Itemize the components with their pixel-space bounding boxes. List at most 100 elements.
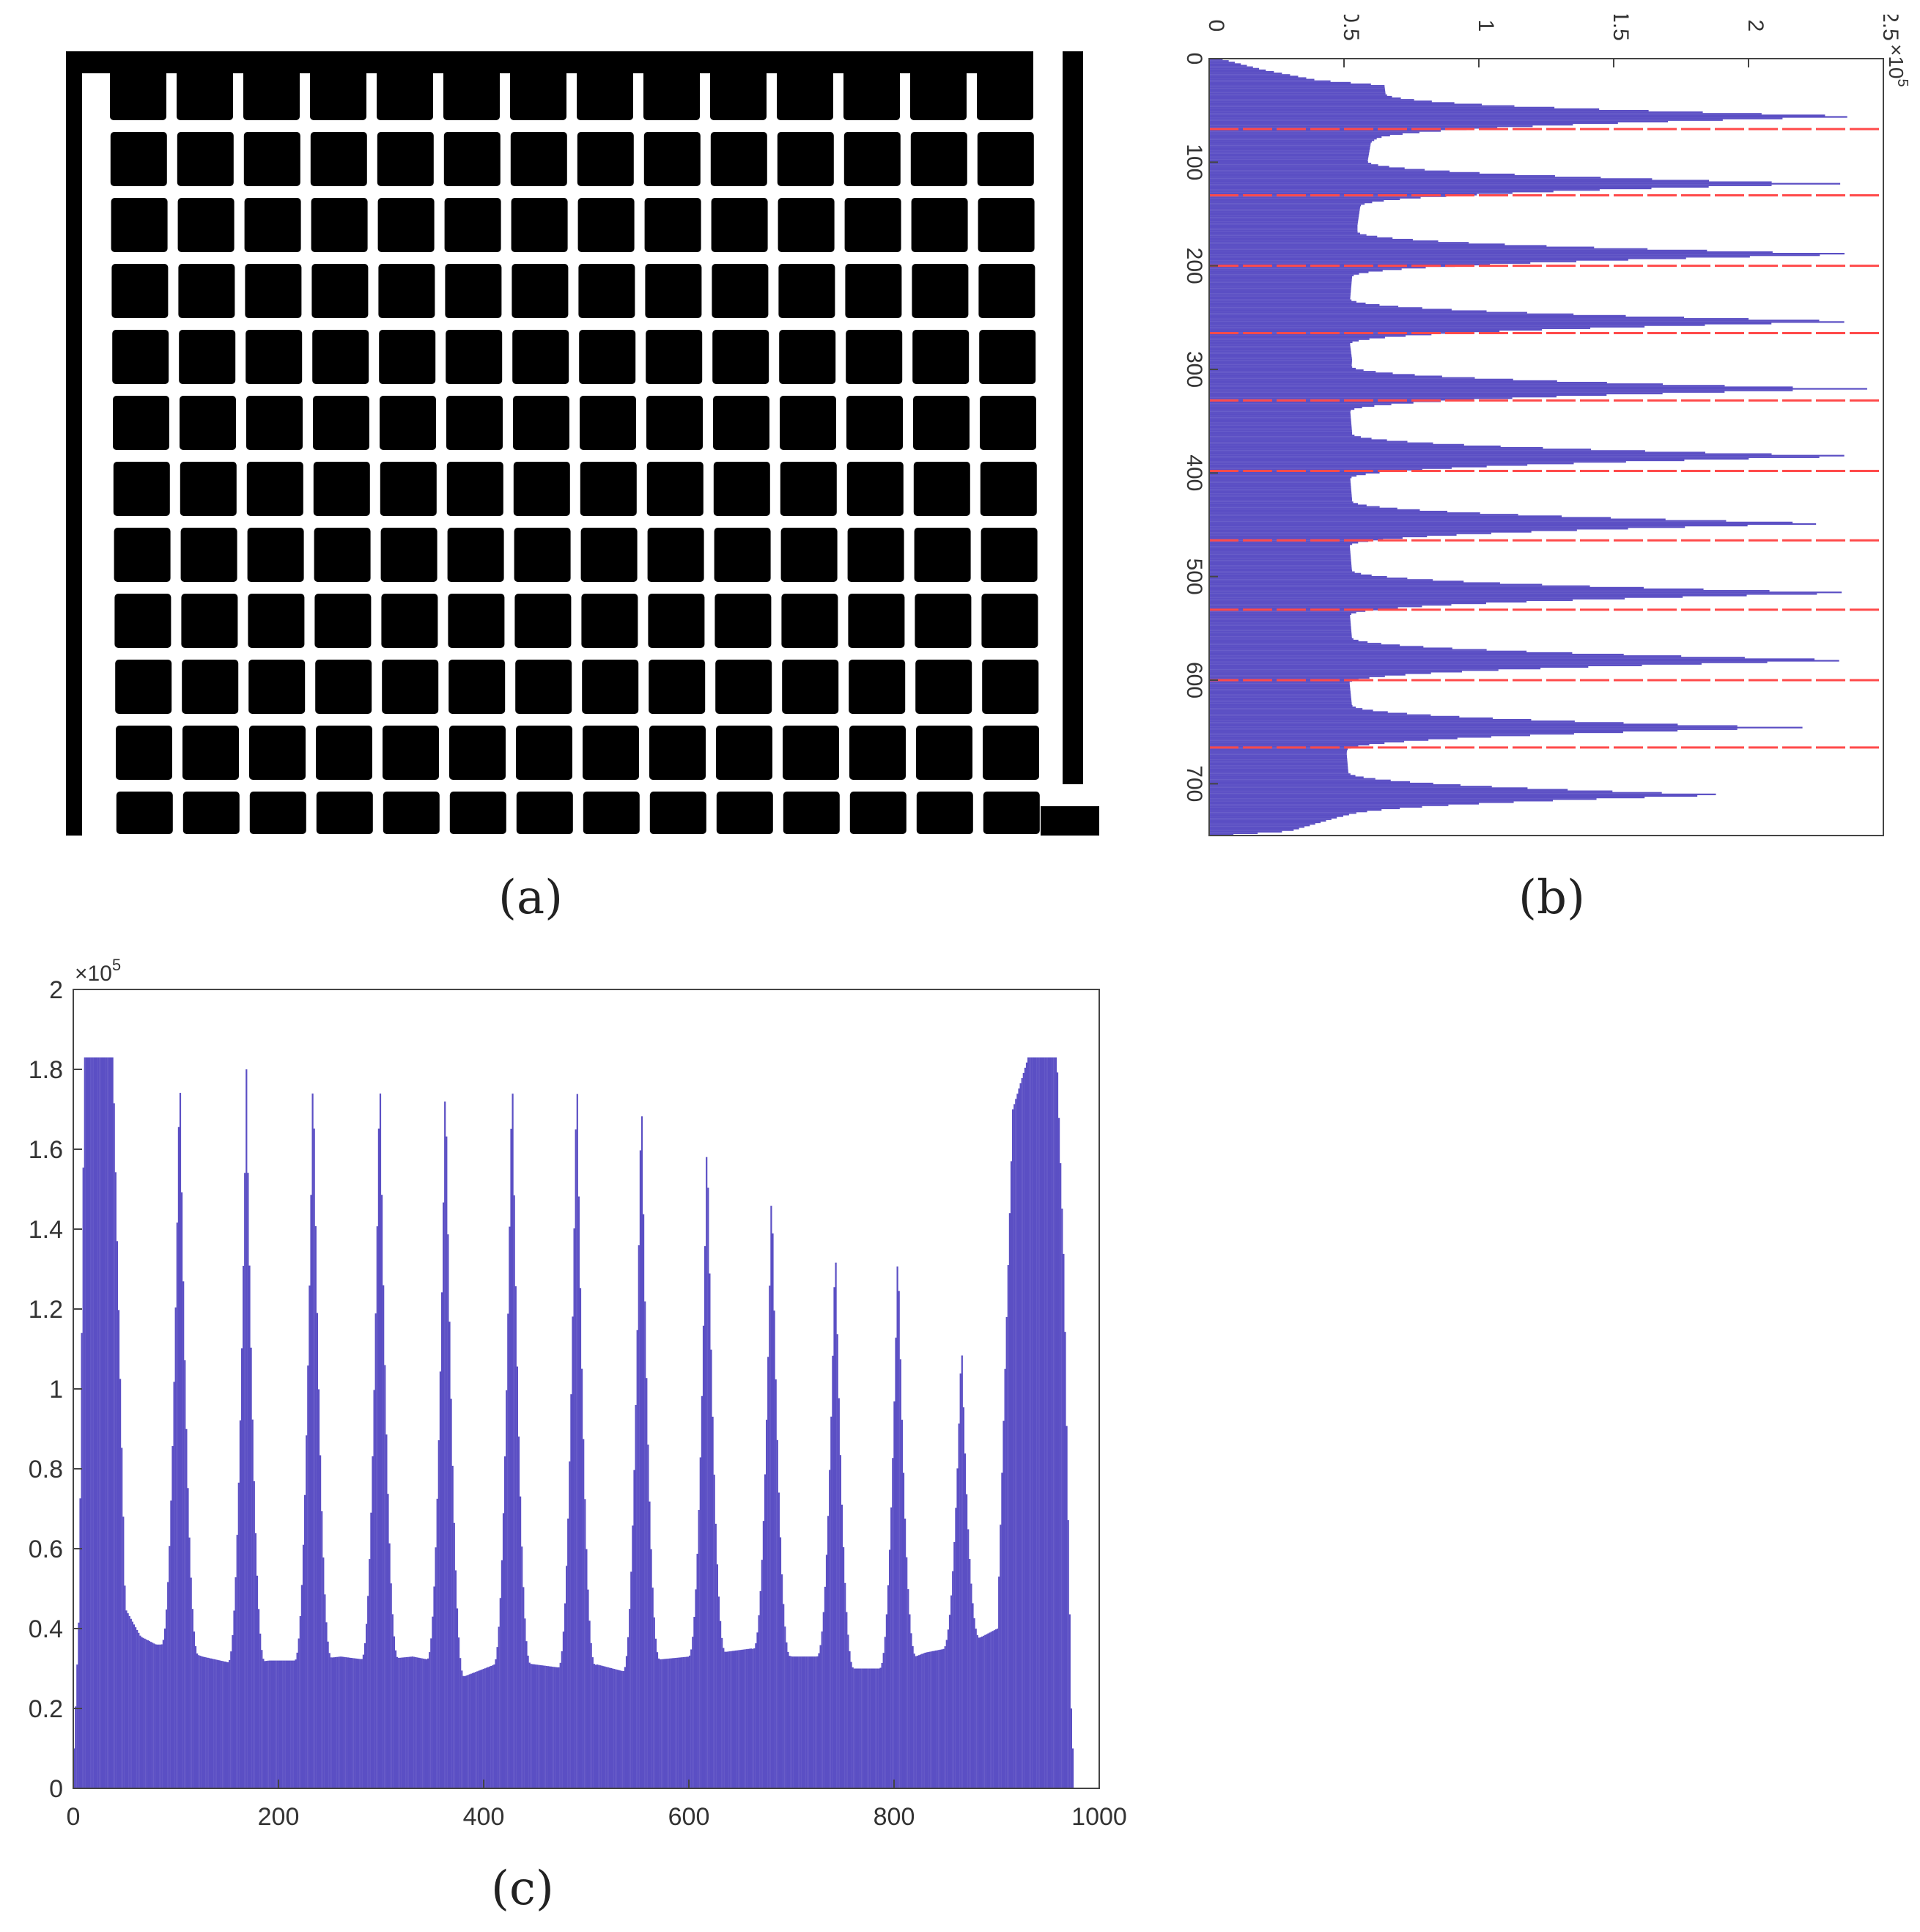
histogram-bar bbox=[864, 1668, 866, 1788]
histogram-bar bbox=[1209, 108, 1600, 111]
histogram-bar bbox=[784, 1626, 786, 1788]
histogram-bar bbox=[402, 1657, 405, 1788]
histogram-bar bbox=[1209, 259, 1628, 261]
histogram-bar bbox=[1209, 745, 1359, 748]
histogram-bar bbox=[1209, 594, 1747, 597]
histogram-bar bbox=[182, 1281, 185, 1788]
histogram-bar bbox=[248, 1265, 251, 1788]
histogram-bar bbox=[1209, 392, 1663, 394]
histogram-bar bbox=[235, 1577, 237, 1788]
histogram-bar bbox=[517, 1437, 520, 1788]
grid-square bbox=[443, 66, 500, 120]
histogram-bar bbox=[1209, 302, 1366, 305]
histogram-bar bbox=[1209, 270, 1383, 272]
histogram-bar bbox=[852, 1667, 854, 1788]
histogram-bar bbox=[1209, 78, 1315, 81]
histogram-bar bbox=[1209, 245, 1547, 247]
histogram-bar bbox=[1209, 292, 1351, 294]
plot-frame bbox=[1208, 58, 1884, 836]
histogram-bar bbox=[1209, 512, 1480, 515]
histogram-bar bbox=[939, 1649, 942, 1788]
histogram-bar bbox=[679, 1657, 682, 1788]
histogram-bar bbox=[660, 1659, 662, 1788]
histogram-bar bbox=[268, 1660, 270, 1788]
histogram-bar bbox=[1209, 725, 1738, 727]
histogram-bar bbox=[664, 1659, 666, 1788]
histogram-bar bbox=[1209, 166, 1389, 168]
x-tick-label: 1 bbox=[1474, 20, 1498, 32]
histogram-bar bbox=[1209, 164, 1378, 166]
histogram-bar bbox=[113, 1103, 115, 1788]
histogram-bar bbox=[302, 1544, 305, 1788]
histogram-bar bbox=[1061, 1208, 1063, 1788]
histogram-bar bbox=[1209, 293, 1351, 295]
histogram-bar bbox=[1209, 248, 1648, 250]
x-tick-label: 600 bbox=[668, 1803, 710, 1831]
histogram-bar bbox=[369, 1559, 371, 1788]
histogram-bar bbox=[948, 1615, 951, 1788]
histogram-bar bbox=[204, 1656, 206, 1788]
histogram-bar bbox=[473, 1672, 476, 1788]
histogram-bar bbox=[926, 1652, 928, 1788]
histogram-bar bbox=[85, 1057, 87, 1788]
histogram-bar bbox=[363, 1643, 366, 1788]
grid-square bbox=[846, 396, 903, 450]
histogram-bar bbox=[1067, 1520, 1069, 1788]
histogram-bar bbox=[1209, 456, 1820, 458]
histogram-bar bbox=[1007, 1265, 1009, 1788]
histogram-bar bbox=[1209, 173, 1515, 176]
histogram-bar bbox=[359, 1659, 361, 1788]
y-tick-label: 2 bbox=[49, 976, 63, 1004]
histogram-bar bbox=[1209, 586, 1644, 589]
histogram-bar bbox=[1209, 156, 1369, 158]
histogram-bar bbox=[1209, 63, 1241, 65]
histogram-bar bbox=[821, 1631, 823, 1788]
grid-square bbox=[444, 198, 501, 252]
histogram-bar bbox=[910, 1633, 912, 1788]
histogram-bar bbox=[1209, 638, 1354, 640]
histogram-bar bbox=[1036, 1057, 1038, 1788]
histogram-bar bbox=[1209, 781, 1411, 783]
histogram-bar bbox=[601, 1665, 603, 1788]
grid-square bbox=[110, 66, 166, 120]
histogram-bar bbox=[1209, 698, 1352, 701]
histogram-bar bbox=[1209, 758, 1348, 760]
histogram-bar bbox=[250, 1347, 252, 1788]
histogram-bar bbox=[376, 1226, 378, 1788]
histogram-bar bbox=[598, 1664, 600, 1788]
histogram-bar bbox=[193, 1631, 195, 1788]
histogram-bar bbox=[487, 1667, 490, 1788]
histogram-bar bbox=[435, 1547, 437, 1788]
grid-square bbox=[715, 594, 772, 648]
grid-square bbox=[980, 396, 1036, 450]
histogram-bar bbox=[865, 1668, 868, 1788]
grid-square bbox=[580, 462, 637, 516]
histogram-bar bbox=[374, 1313, 377, 1788]
histogram-bar bbox=[615, 1669, 617, 1788]
histogram-bar bbox=[536, 1664, 539, 1788]
histogram-bar bbox=[654, 1638, 657, 1788]
histogram-bar bbox=[1209, 560, 1351, 562]
histogram-bar bbox=[856, 1668, 859, 1788]
histogram-bar bbox=[753, 1648, 756, 1788]
histogram-bar bbox=[1209, 641, 1368, 644]
histogram-bar bbox=[1053, 1057, 1055, 1788]
histogram-bar bbox=[153, 1643, 155, 1788]
histogram-bar bbox=[966, 1494, 968, 1788]
histogram-bar bbox=[202, 1656, 204, 1788]
histogram-bar bbox=[987, 1633, 989, 1788]
histogram-bar bbox=[447, 1234, 449, 1788]
histogram-bar bbox=[538, 1664, 540, 1788]
histogram-bar bbox=[1209, 496, 1352, 499]
histogram-bar bbox=[86, 1057, 89, 1788]
histogram-bar bbox=[610, 1667, 613, 1788]
histogram-bar bbox=[838, 1398, 840, 1788]
histogram-bar bbox=[1209, 251, 1773, 254]
histogram-bar bbox=[1209, 217, 1359, 219]
histogram-bar bbox=[1209, 819, 1326, 822]
histogram-bar bbox=[201, 1656, 203, 1788]
histogram-bar bbox=[575, 1129, 577, 1788]
histogram-bar bbox=[1209, 812, 1356, 814]
histogram-bar bbox=[530, 1664, 532, 1788]
histogram-bar bbox=[313, 1128, 315, 1788]
